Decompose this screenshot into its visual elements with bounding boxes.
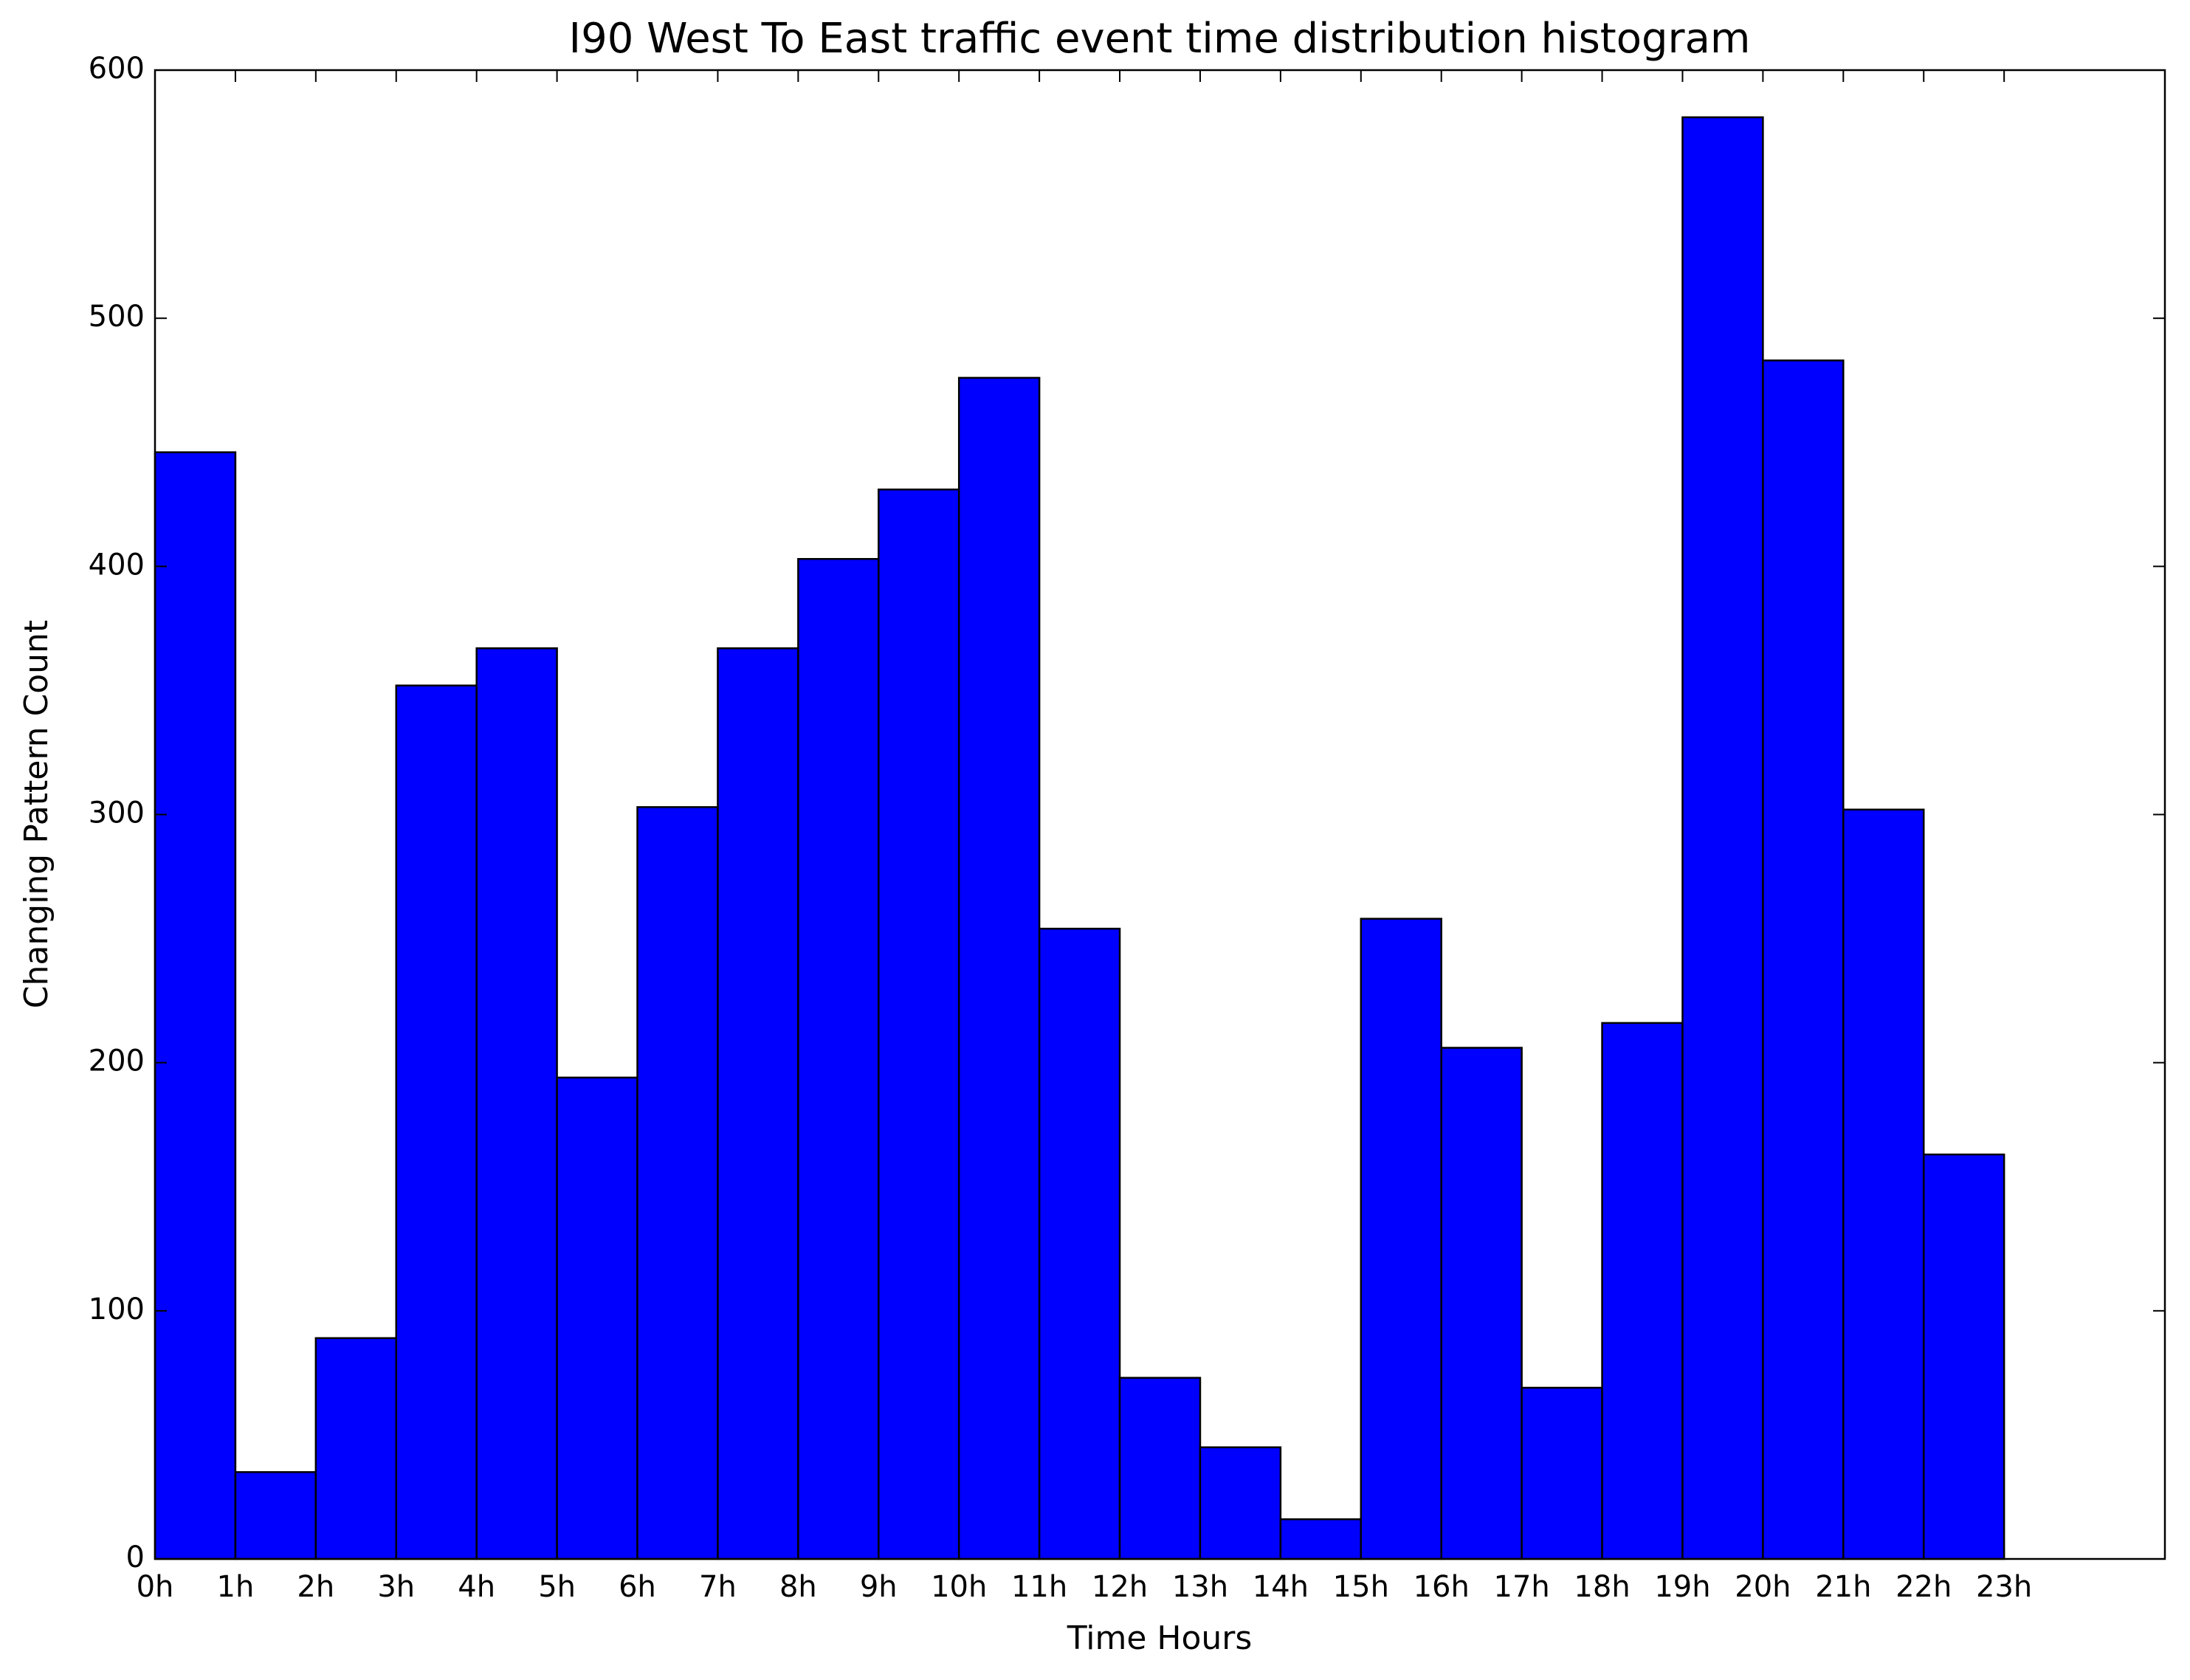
x-tick-label: 12h <box>1092 1570 1148 1604</box>
bar <box>957 376 1041 1560</box>
bar <box>1842 808 1925 1560</box>
x-tick-label: 14h <box>1253 1570 1309 1604</box>
x-tick-label: 6h <box>619 1570 656 1604</box>
bar <box>1199 1446 1282 1560</box>
x-tick-label: 9h <box>860 1570 898 1604</box>
bar <box>636 806 719 1560</box>
x-tick-label: 1h <box>217 1570 255 1604</box>
x-tick-label: 13h <box>1172 1570 1228 1604</box>
bar <box>1601 1022 1684 1560</box>
bar <box>878 488 960 1560</box>
chart-title: I90 West To East traffic event time dist… <box>569 15 1751 63</box>
x-tick-label: 4h <box>458 1570 495 1604</box>
x-tick-label: 21h <box>1815 1570 1871 1604</box>
bar <box>475 647 558 1560</box>
y-tick-label: 500 <box>89 300 145 334</box>
bar <box>395 684 478 1560</box>
bar <box>797 557 880 1560</box>
y-tick-label: 200 <box>89 1044 145 1078</box>
x-axis-label: Time Hours <box>1067 1619 1253 1657</box>
x-tick-label: 11h <box>1011 1570 1067 1604</box>
x-tick-label: 17h <box>1494 1570 1550 1604</box>
bar <box>1360 918 1442 1560</box>
bar <box>1038 927 1121 1560</box>
bar <box>1922 1153 2005 1560</box>
x-tick-label: 22h <box>1895 1570 1952 1604</box>
y-tick-label: 300 <box>89 796 145 830</box>
x-tick-label: 20h <box>1735 1570 1791 1604</box>
bar <box>1521 1386 1603 1560</box>
x-tick-label: 2h <box>297 1570 334 1604</box>
bar <box>154 451 237 1560</box>
x-tick-label: 23h <box>1976 1570 2032 1604</box>
y-tick-label: 600 <box>89 52 145 86</box>
x-tick-label: 7h <box>699 1570 737 1604</box>
bar <box>556 1076 638 1560</box>
x-tick-label: 0h <box>137 1570 174 1604</box>
x-tick-label: 5h <box>538 1570 576 1604</box>
bar <box>1279 1518 1363 1560</box>
bar <box>717 647 799 1560</box>
x-tick-label: 8h <box>779 1570 817 1604</box>
bar <box>234 1471 317 1560</box>
bar <box>1118 1377 1202 1560</box>
x-tick-label: 10h <box>931 1570 987 1604</box>
y-tick-label: 400 <box>89 548 145 582</box>
y-axis-label: Changing Pattern Count <box>18 620 55 1008</box>
x-tick-label: 15h <box>1333 1570 1389 1604</box>
bar <box>1762 359 1845 1560</box>
bar <box>1440 1047 1523 1560</box>
x-tick-label: 3h <box>377 1570 415 1604</box>
x-tick-label: 18h <box>1574 1570 1630 1604</box>
y-tick-label: 100 <box>89 1292 145 1326</box>
x-tick-label: 16h <box>1413 1570 1470 1604</box>
x-tick-label: 19h <box>1654 1570 1710 1604</box>
bar <box>314 1337 398 1560</box>
y-tick-label: 0 <box>126 1540 145 1574</box>
bar <box>1681 116 1764 1560</box>
